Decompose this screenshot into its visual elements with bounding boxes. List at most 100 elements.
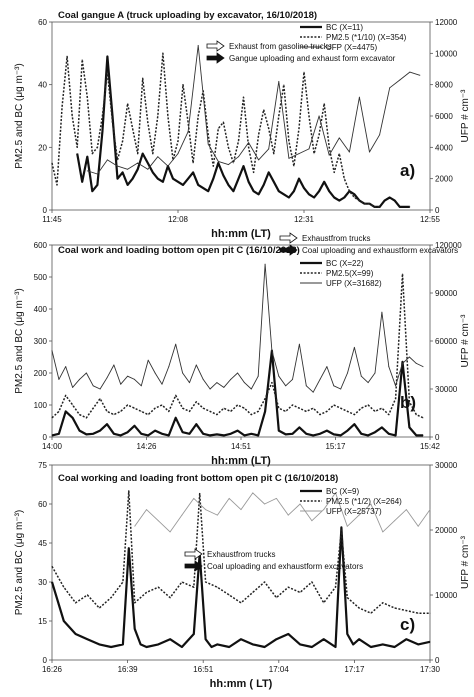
data-point <box>338 153 340 155</box>
x-tick-label: 15:17 <box>325 442 346 451</box>
arrow-legend-label: Coal uploading and exhaustform excavator… <box>302 246 458 255</box>
data-point <box>86 96 88 98</box>
data-point <box>264 263 266 265</box>
data-point <box>192 171 194 173</box>
data-point <box>132 127 134 130</box>
data-point <box>110 646 112 648</box>
data-point <box>388 366 390 368</box>
data-point <box>147 359 149 361</box>
right-tick-label: 90000 <box>435 289 458 298</box>
data-point <box>157 520 159 522</box>
data-point <box>127 184 129 186</box>
data-point <box>223 386 225 388</box>
data-point <box>86 638 89 640</box>
data-point <box>209 388 211 390</box>
data-point <box>145 591 148 594</box>
left-tick-label: 0 <box>43 656 48 665</box>
legend-label: BC (X=22) <box>326 259 364 268</box>
data-point <box>401 362 404 364</box>
data-point <box>216 382 218 384</box>
open-arrow-icon <box>206 40 225 52</box>
data-point <box>278 430 280 432</box>
data-point <box>202 433 204 435</box>
data-point <box>161 383 163 385</box>
data-point <box>394 200 396 202</box>
data-point <box>278 375 280 377</box>
data-point <box>113 364 115 366</box>
data-point <box>169 531 171 533</box>
x-tick-label: 14:51 <box>231 442 252 451</box>
data-point <box>346 430 349 432</box>
data-point <box>252 492 254 494</box>
data-point <box>298 343 301 345</box>
legend-label: UFP (X=4475) <box>326 43 378 52</box>
data-point <box>188 410 191 412</box>
data-point <box>323 508 325 511</box>
left-tick-label: 30 <box>38 578 47 587</box>
data-point <box>242 165 245 167</box>
series-line-3 <box>87 45 421 175</box>
data-point <box>252 643 254 646</box>
data-point <box>405 638 407 640</box>
legend-label: BC (X=11) <box>326 23 363 32</box>
data-point <box>145 508 148 511</box>
series-line-2 <box>51 273 424 419</box>
data-point <box>133 407 136 409</box>
data-point <box>326 366 328 368</box>
data-point <box>106 377 108 379</box>
data-point <box>122 581 124 583</box>
data-point <box>358 638 360 640</box>
data-point <box>137 162 139 164</box>
x-tick-label: 12:31 <box>294 215 315 224</box>
data-point <box>368 151 371 153</box>
data-point <box>318 190 320 192</box>
x-tick-label: 15:42 <box>420 442 441 451</box>
legend-label: PM2.5 (*1/2) (X=264) <box>326 497 402 506</box>
data-point <box>408 356 410 358</box>
data-point <box>333 385 335 387</box>
data-point <box>273 153 275 155</box>
x-axis-label: hh:mm (LT) <box>211 455 271 467</box>
data-point <box>258 134 260 136</box>
data-point <box>379 206 381 208</box>
data-point <box>285 385 287 387</box>
data-point <box>228 594 230 596</box>
chart-title: Coal work and loading bottom open pit C … <box>58 245 300 256</box>
panel-letter: c) <box>400 615 415 634</box>
data-point <box>128 547 130 549</box>
data-point <box>51 350 53 352</box>
data-point <box>217 160 219 163</box>
data-point <box>247 142 250 144</box>
data-point <box>287 514 289 516</box>
data-point <box>154 430 156 432</box>
data-point <box>230 378 232 380</box>
x-tick-label: 14:00 <box>42 442 63 451</box>
data-point <box>177 140 179 142</box>
data-point <box>360 433 362 435</box>
data-point <box>288 157 290 159</box>
data-point <box>382 602 384 604</box>
panel-c: 0 15 30 45 60 75 0 10000 20000 30000 16:26 16:39 16:… <box>14 461 471 690</box>
data-point <box>227 184 229 186</box>
data-point <box>193 633 195 635</box>
data-point <box>328 190 330 192</box>
data-point <box>197 44 199 47</box>
data-point <box>367 382 369 384</box>
data-point <box>328 146 330 148</box>
data-point <box>312 434 314 436</box>
data-point <box>140 385 142 387</box>
data-point <box>395 434 397 436</box>
data-point <box>223 407 225 409</box>
right-tick-label: 60000 <box>435 337 458 346</box>
right-tick-label: 4000 <box>435 143 453 152</box>
data-point <box>305 385 307 387</box>
data-point <box>299 591 301 594</box>
y-axis-left-label: PM2.5 and BC (μg m⁻³) <box>14 288 25 394</box>
data-point <box>291 433 294 435</box>
data-point <box>348 151 350 153</box>
data-point <box>85 433 87 436</box>
data-point <box>212 165 214 167</box>
data-point <box>299 503 301 505</box>
data-point <box>51 581 53 583</box>
